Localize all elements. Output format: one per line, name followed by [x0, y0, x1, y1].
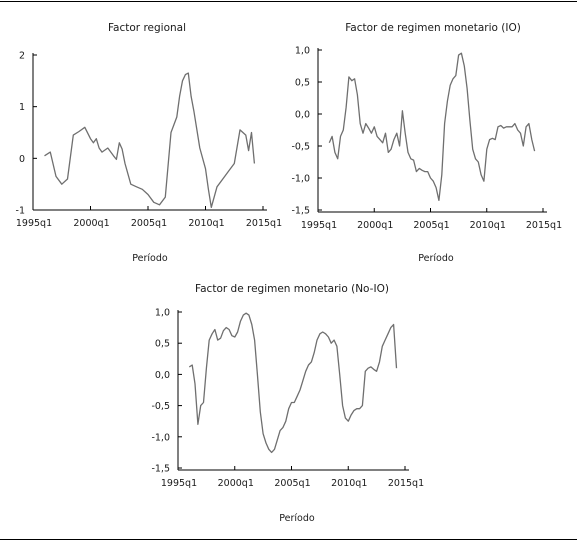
axes	[317, 48, 547, 213]
x-tick-label: 2015q1	[388, 478, 424, 489]
x-tick-label: 2015q1	[526, 220, 562, 231]
y-tick-label: -1,5	[151, 464, 170, 475]
chart-title: Factor regional	[108, 22, 186, 34]
series-line	[44, 72, 256, 209]
x-tick-label: 2010q1	[188, 218, 224, 229]
x-tick-label: 2000q1	[73, 218, 109, 229]
x-axis-label: Período	[279, 513, 315, 524]
x-tick-label: 1995q1	[301, 220, 337, 231]
y-tick-label: 1	[19, 102, 25, 113]
axes	[177, 310, 409, 471]
y-tick-label: 0,0	[155, 370, 170, 381]
x-tick-label: 1995q1	[161, 478, 197, 489]
chart-title: Factor de regimen monetario (IO)	[345, 22, 521, 34]
series-group	[328, 52, 536, 202]
y-tick-label: -0,5	[151, 401, 170, 412]
y-tick-label: 0	[19, 154, 25, 165]
x-tick-label: 2000q1	[218, 478, 254, 489]
y-tick-label: -1,0	[151, 432, 170, 443]
axes	[32, 53, 267, 211]
y-tick-label: 0,5	[155, 339, 170, 350]
y-tick-label: 0,0	[295, 110, 310, 121]
y-tick-label: -0,5	[291, 142, 310, 153]
x-tick-label: 2010q1	[470, 220, 506, 231]
series-group	[44, 72, 256, 209]
y-tick-label: -1,0	[291, 174, 310, 185]
x-ticks: 1995q1 2000q1 2005q1 2010q1 2015q1	[16, 206, 282, 229]
y-tick-label: 1,0	[155, 308, 170, 319]
y-tick-label: 1,0	[295, 46, 310, 57]
x-axis-label: Período	[418, 253, 454, 264]
x-tick-label: 2000q1	[357, 220, 393, 231]
chart-factor-no-io: Factor de regimen monetario (No-IO) Perí…	[151, 283, 424, 524]
series-line	[188, 312, 398, 454]
x-tick-label: 2010q1	[331, 478, 367, 489]
x-tick-label: 2005q1	[413, 220, 449, 231]
y-tick-label: -1,5	[291, 206, 310, 217]
y-tick-label: -1	[16, 206, 25, 217]
series-line	[328, 52, 536, 202]
y-tick-label: 2	[19, 51, 25, 62]
x-axis-label: Período	[132, 253, 168, 264]
x-tick-label: 2015q1	[246, 218, 282, 229]
series-group	[188, 312, 398, 454]
x-ticks: 1995q1 2000q1 2005q1 2010q1 2015q1	[161, 466, 424, 489]
chart-factor-io: Factor de regimen monetario (IO) Período…	[291, 22, 562, 264]
y-tick-label: 0,5	[295, 78, 310, 89]
x-tick-label: 2005q1	[131, 218, 167, 229]
x-tick-label: 1995q1	[16, 218, 52, 229]
chart-factor-regional: Factor regional Período -1 0 1 2 1995q1 2000…	[16, 22, 283, 264]
chart-title: Factor de regimen monetario (No-IO)	[195, 283, 389, 295]
x-ticks: 1995q1 2000q1 2005q1 2010q1 2015q1	[301, 208, 562, 231]
x-tick-label: 2005q1	[274, 478, 310, 489]
y-ticks: -1 0 1 2	[16, 51, 37, 217]
y-ticks: -1,5 -1,0 -0,5 0,0 0,5 1,0	[151, 308, 182, 475]
y-ticks: -1,5 -1,0 -0,5 0,0 0,5 1,0	[291, 46, 322, 217]
